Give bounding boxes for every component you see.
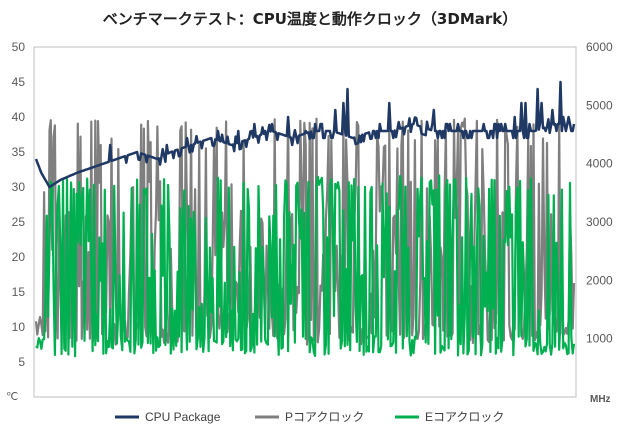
legend-item: Pコアクロック xyxy=(255,410,364,424)
legend-item: CPU Package xyxy=(115,410,221,424)
chart-title: ベンチマークテスト：CPU温度と動作クロック（3DMark） xyxy=(102,10,518,28)
left-tick-label: 10 xyxy=(12,320,26,334)
series-line-e-core-clock xyxy=(35,174,576,358)
left-tick-label: 35 xyxy=(12,145,26,159)
left-tick-label: 20 xyxy=(12,250,26,264)
legend-label: CPU Package xyxy=(145,410,221,424)
left-tick-label: 30 xyxy=(12,180,26,194)
left-axis-ticks: 5 10 15 20 25 30 35 40 45 50 xyxy=(12,40,26,369)
left-tick-label: 50 xyxy=(12,40,26,54)
right-tick-label: 2000 xyxy=(586,273,613,287)
legend: CPU Package Pコアクロック Eコアクロック xyxy=(115,410,504,424)
right-tick-label: 6000 xyxy=(586,40,613,54)
left-tick-label: 40 xyxy=(12,110,26,124)
right-tick-label: 3000 xyxy=(586,215,613,229)
right-axis-ticks: 1000 2000 3000 4000 5000 6000 xyxy=(586,40,613,346)
left-tick-label: 25 xyxy=(12,215,26,229)
series-layer xyxy=(34,80,576,358)
legend-label: Eコアクロック xyxy=(425,410,504,424)
right-tick-label: 1000 xyxy=(586,332,613,346)
left-tick-label: 45 xyxy=(12,75,26,89)
left-tick-label: 5 xyxy=(18,355,25,369)
left-tick-label: 15 xyxy=(12,285,26,299)
right-axis-unit: MHz xyxy=(590,394,611,405)
left-axis-unit: ℃ xyxy=(6,391,18,403)
series-line-cpu-package xyxy=(34,80,576,189)
right-tick-label: 4000 xyxy=(586,157,613,171)
legend-item: Eコアクロック xyxy=(395,410,504,424)
legend-label: Pコアクロック xyxy=(285,410,364,424)
right-tick-label: 5000 xyxy=(586,98,613,112)
